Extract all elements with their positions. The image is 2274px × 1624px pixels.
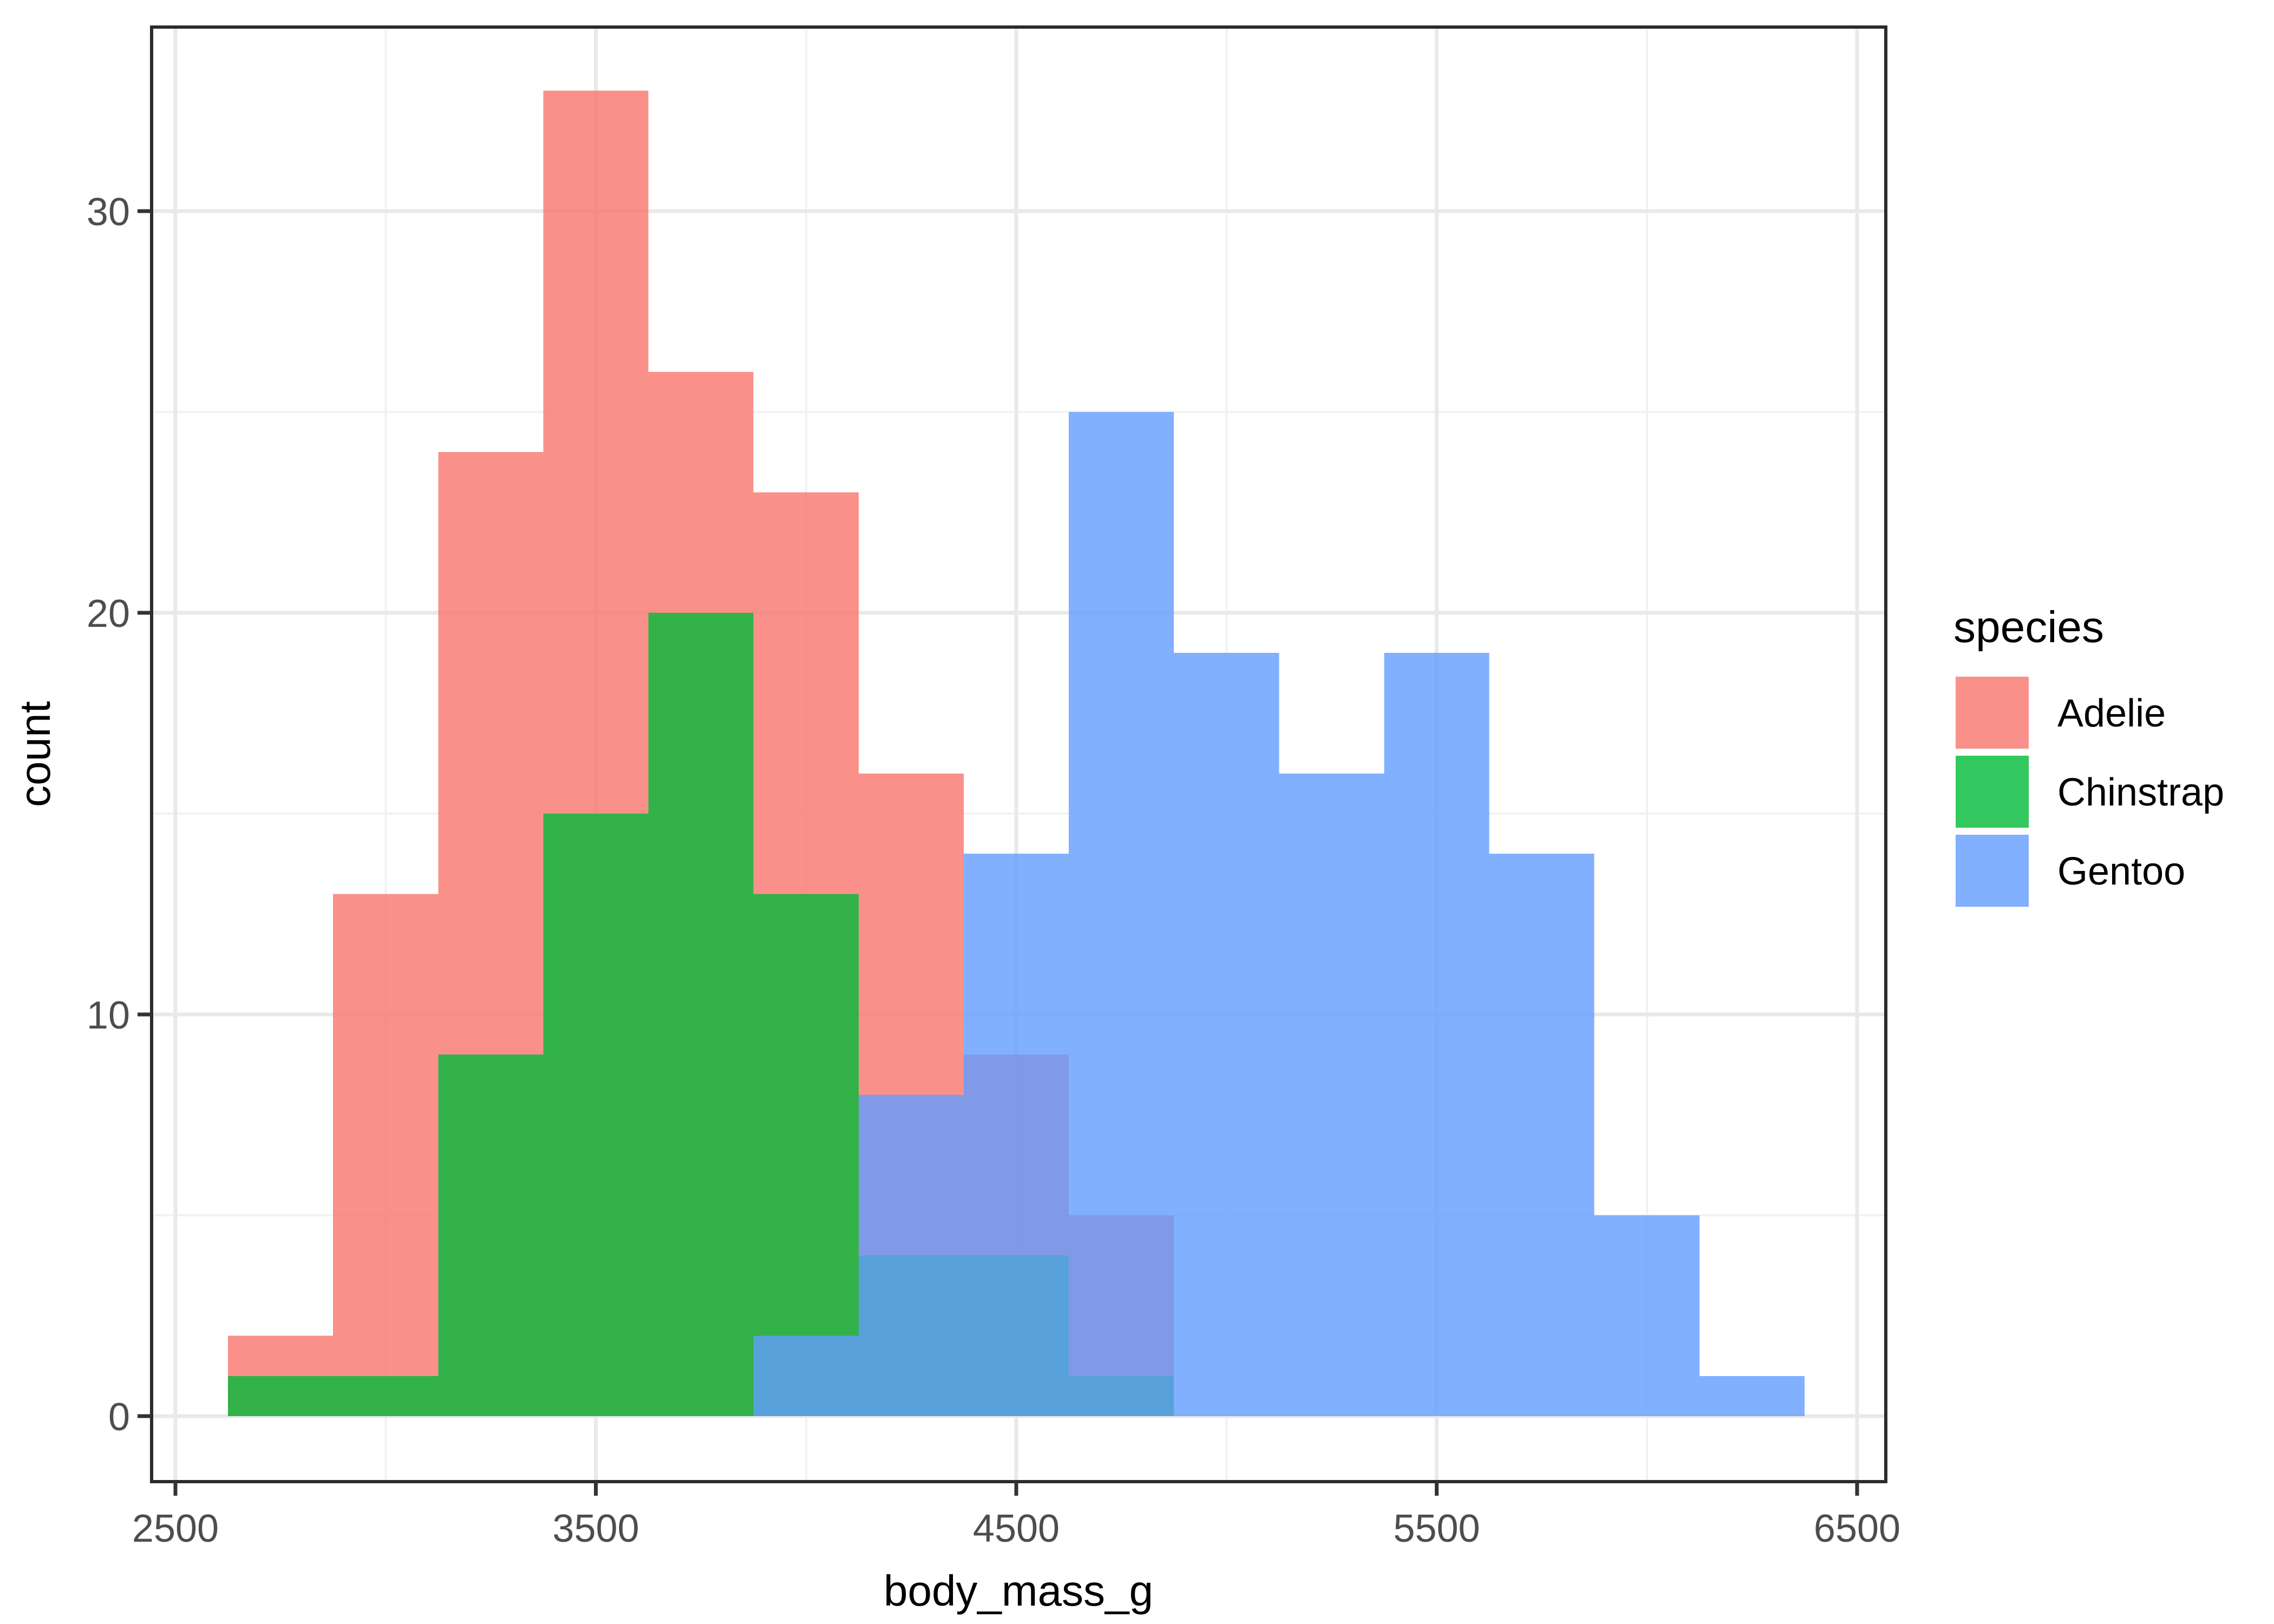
legend-title: species <box>1953 603 2104 652</box>
histogram-bar-gentoo <box>753 1335 859 1416</box>
histogram-bar-chinstrap <box>438 1055 544 1416</box>
legend-key-adelie <box>1956 677 2029 749</box>
legend-label-chinstrap: Chinstrap <box>2057 771 2224 814</box>
legend-key-gentoo <box>1956 835 2029 907</box>
legend: species Adelie Chinstrap Gentoo <box>1953 603 2224 907</box>
x-tick-label: 2500 <box>132 1507 219 1550</box>
histogram-bar-gentoo <box>858 1095 964 1416</box>
histogram-bar-chinstrap <box>648 613 754 1416</box>
y-axis-title: count <box>11 701 59 807</box>
histogram-bar-adelie <box>333 894 439 1416</box>
histogram-bar-gentoo <box>963 854 1069 1416</box>
x-axis-title: body_mass_g <box>884 1567 1153 1615</box>
x-tick-label: 3500 <box>552 1507 639 1550</box>
legend-key-chinstrap <box>1956 756 2029 828</box>
histogram-bar-gentoo <box>1384 653 1489 1416</box>
histogram-bar-gentoo <box>1594 1215 1700 1416</box>
legend-label-gentoo: Gentoo <box>2057 850 2185 893</box>
panel-border <box>150 25 1887 1483</box>
series-gentoo <box>753 412 1805 1416</box>
histogram-bar-gentoo <box>1279 773 1384 1416</box>
y-tick-label: 0 <box>108 1396 130 1439</box>
axis-ticks <box>138 209 1859 1496</box>
histogram-bars <box>228 90 1805 1417</box>
histogram-bar-chinstrap <box>333 1376 439 1416</box>
x-tick-label: 6500 <box>1814 1507 1900 1550</box>
histogram-bar-chinstrap <box>753 894 859 1416</box>
histogram-bar-chinstrap <box>543 814 649 1416</box>
series-chinstrap <box>228 613 1174 1416</box>
axis-tick-labels: 2500 3500 4500 5500 6500 0 10 20 30 <box>87 191 1900 1550</box>
histogram-bar-gentoo <box>1489 854 1595 1416</box>
y-tick-label: 10 <box>87 994 130 1037</box>
histogram-bar-gentoo <box>1069 412 1174 1416</box>
x-tick-label: 5500 <box>1393 1507 1480 1550</box>
histogram-bar-chinstrap <box>228 1376 334 1416</box>
y-tick-label: 30 <box>87 191 130 234</box>
histogram-bar-gentoo <box>1699 1376 1805 1416</box>
x-tick-label: 4500 <box>973 1507 1060 1550</box>
y-tick-label: 20 <box>87 592 130 636</box>
histogram-bar-gentoo <box>1174 653 1279 1416</box>
legend-label-adelie: Adelie <box>2057 692 2166 735</box>
